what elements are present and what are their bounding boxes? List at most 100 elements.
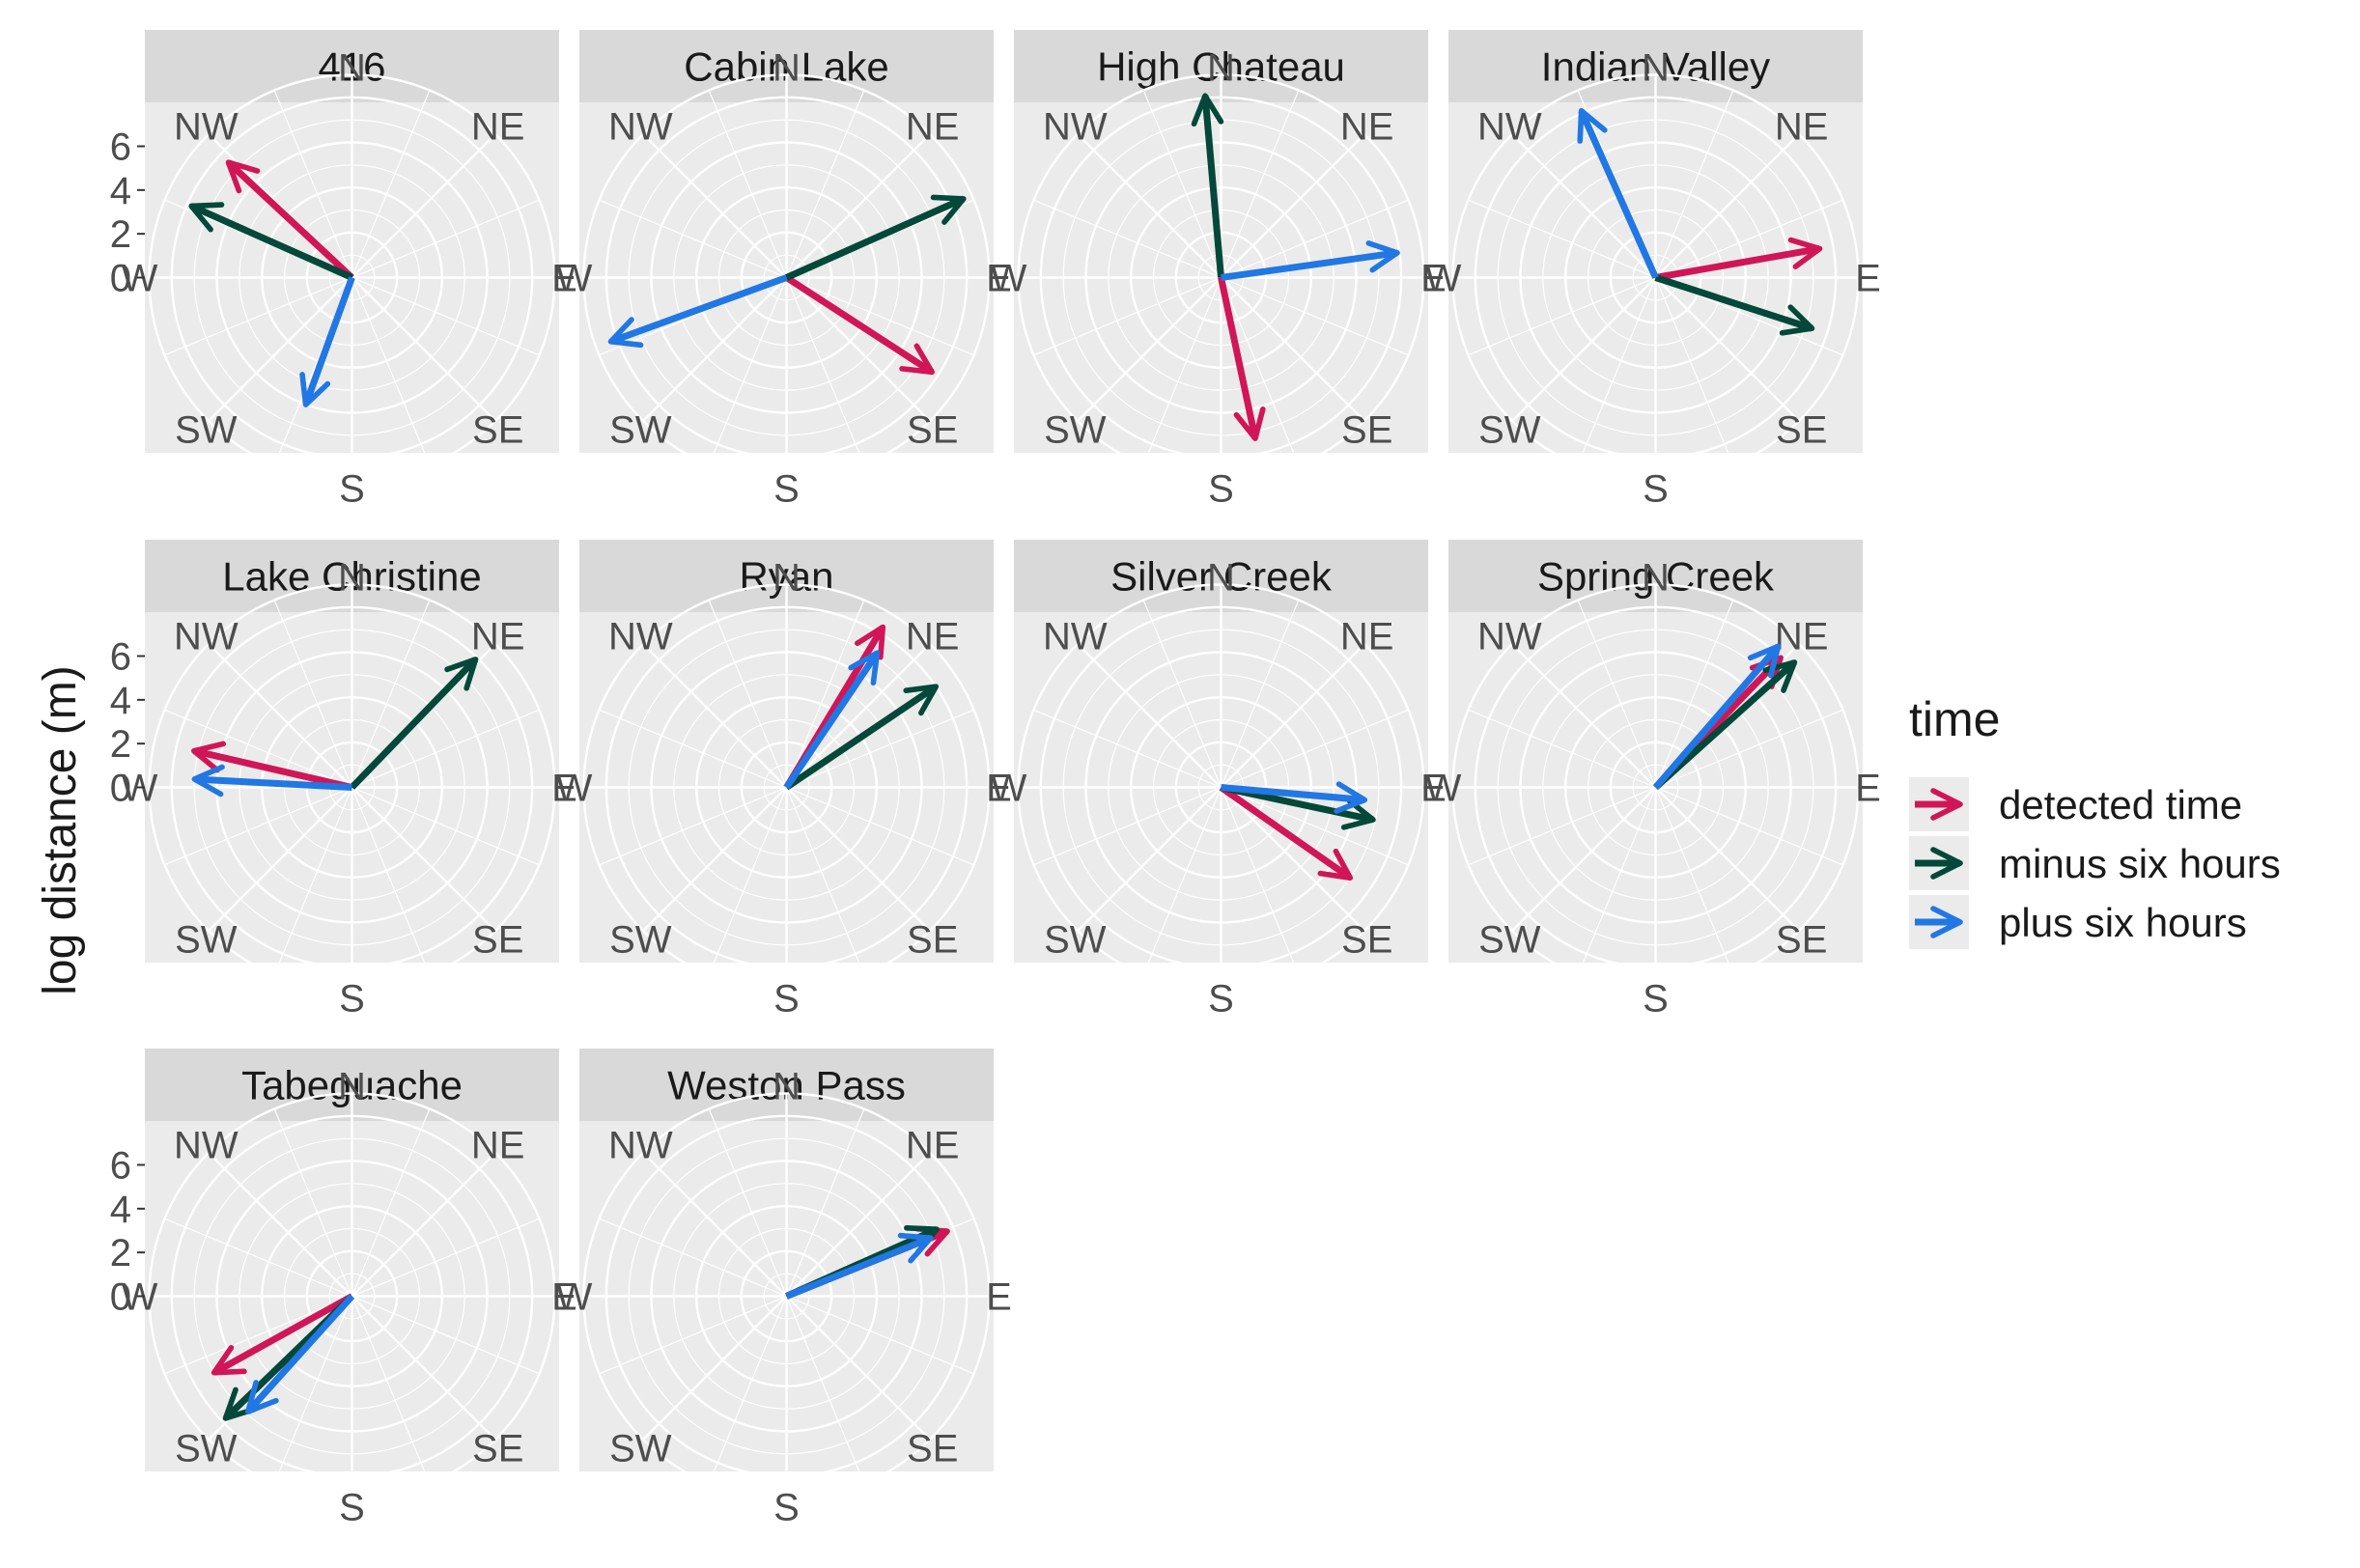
grid-ring [628,629,945,946]
grid-ring [1542,674,1769,901]
grid-ring [1174,231,1268,324]
compass-label-nw: NW [174,616,239,658]
y-axis-title: log distance (m) [35,665,86,994]
grid-spoke [273,90,353,278]
r-axis-tick-label: 2 [110,723,131,766]
grid-ring [283,209,421,347]
compass-label-e: E [1855,258,1881,300]
grid-spoke [708,1296,788,1484]
grid-spoke [351,1152,496,1298]
grid-ring [650,1160,923,1433]
compass-label-e: E [986,1276,1012,1319]
grid-ring [1129,695,1313,880]
grid-spoke [351,277,431,465]
grid-ring [1017,583,1425,992]
grid-spoke [351,600,431,788]
grid-ring [650,141,923,414]
grid-spoke [786,709,974,789]
vector-arrow-detected [1654,237,1823,281]
vector-arrow-detected [211,1293,354,1376]
grid-spoke [1654,276,1800,422]
grid-spoke [1468,199,1656,279]
grid-spoke [1220,787,1300,975]
grid-ring [1587,209,1725,347]
grid-ring [604,1114,969,1478]
r-axis-tick-label: 4 [110,680,131,722]
vector-arrow-plus [244,1294,355,1414]
compass-label-nw: NW [608,616,673,658]
grid-spoke [1033,276,1222,356]
grid-ring [1474,96,1838,460]
grid-ring [1519,651,1792,924]
compass-label-sw: SW [609,408,672,451]
grid-spoke [1077,786,1222,932]
legend-label-plus: plus six hours [1999,900,2247,945]
grid-ring [763,254,810,301]
compass-label-se: SE [907,918,958,961]
grid-ring [1632,764,1679,811]
grid-ring [604,96,969,460]
compass-label-nw: NW [608,1125,673,1167]
grid-spoke [351,786,496,932]
grid-spoke [1577,277,1657,465]
grid-spoke [1468,709,1656,789]
grid-spoke [642,133,788,279]
compass-label-ne: NE [471,616,525,658]
compass-label-n: N [1207,47,1235,90]
compass-label-e: E [986,258,1012,300]
grid-spoke [1033,786,1222,866]
compass-label-se: SE [472,918,523,961]
compass-label-e: E [986,768,1012,810]
grid-ring [582,73,991,482]
grid-spoke [599,709,787,789]
compass-label-ne: NE [1775,616,1829,658]
grid-spoke [785,133,931,279]
compass-label-sw: SW [175,1427,238,1470]
grid-spoke [708,1108,788,1297]
grid-spoke [1511,276,1657,422]
r-axis-tick-label: 0 [110,258,131,300]
grid-spoke [785,787,865,975]
grid-ring [1451,73,1860,482]
grid-ring [283,1227,421,1365]
grid-spoke [273,787,353,975]
grid-spoke [785,786,931,932]
grid-ring [740,741,833,834]
legend-title: time [1909,692,2000,746]
grid-spoke [1655,786,1843,866]
grid-spoke [642,786,788,932]
compass-label-w: W [991,258,1027,300]
compass-label-ne: NE [906,106,960,149]
grid-ring [170,1114,534,1478]
grid-spoke [208,276,353,422]
grid-spoke [1654,600,1734,788]
grid-ring [628,1137,945,1455]
grid-ring [1542,164,1769,391]
grid-spoke [642,1295,788,1441]
grid-ring [740,231,833,324]
grid-ring [1497,629,1814,946]
vector-arrow-detected [1219,784,1354,882]
vector-arrow-plus [785,1232,934,1300]
grid-spoke [785,1296,865,1484]
grid-spoke [1468,276,1656,356]
grid-spoke [785,276,931,422]
grid-spoke [351,1295,496,1441]
grid-spoke [599,1295,787,1375]
r-axis-tick-label: 6 [110,1145,131,1188]
r-axis-tick-label: 2 [110,213,131,256]
grid-spoke [1142,787,1222,975]
grid-spoke [642,643,788,789]
grid-ring [148,73,556,482]
grid-ring [193,1137,511,1455]
compass-label-w: W [991,768,1027,810]
grid-spoke [786,1295,974,1375]
grid-ring [260,695,444,880]
grid-spoke [1511,643,1657,789]
r-axis-tick-label: 6 [110,636,131,679]
compass-label-se: SE [907,408,958,451]
